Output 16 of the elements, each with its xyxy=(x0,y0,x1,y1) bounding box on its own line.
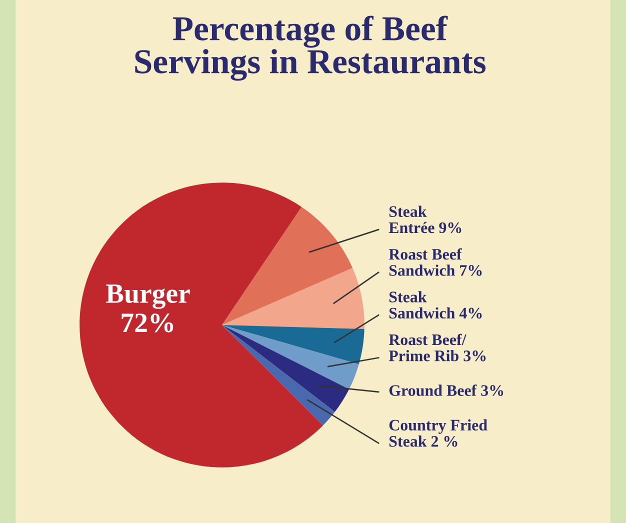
pie-slice xyxy=(80,182,324,468)
slice-label: Country Fried Steak 2 % xyxy=(389,419,488,447)
slice-label: Steak Sandwich 4% xyxy=(389,291,482,319)
slice-label: Steak Entrée 9% xyxy=(388,206,462,234)
pie-slice xyxy=(222,206,352,325)
slice-label: Ground Beef 3% xyxy=(389,384,504,396)
slice-label: Roast Beef Sandwich 7% xyxy=(388,248,482,276)
pie-slice xyxy=(222,325,359,390)
pie-slice xyxy=(222,325,350,412)
chart-title: Percentage of Beef Servings in Restaurants xyxy=(135,16,486,81)
slice-label: Roast Beef/ Prime Rib 3% xyxy=(388,334,486,362)
pie-slice xyxy=(222,325,364,364)
data-label: 72% xyxy=(122,313,174,332)
pie-slice xyxy=(222,268,364,329)
pie-slice xyxy=(222,325,335,426)
slice-label: Burger xyxy=(106,284,190,309)
